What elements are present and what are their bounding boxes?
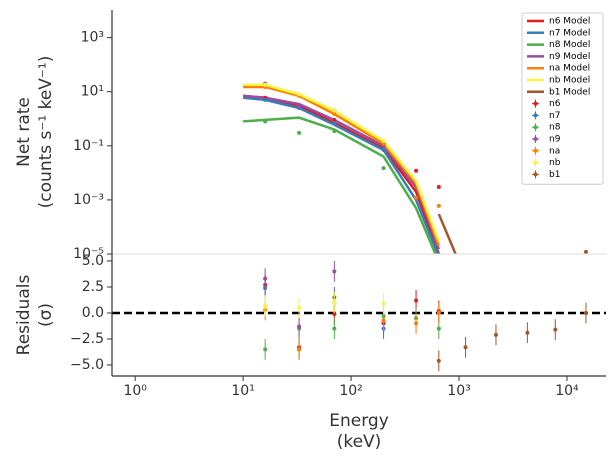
residual-y-label: (σ) — [36, 303, 56, 327]
data-point — [297, 130, 302, 135]
legend-box — [521, 12, 604, 185]
y-tick-label: 10⁻¹ — [73, 138, 104, 154]
x-tick-label: 10³ — [447, 383, 470, 399]
legend-label: n9 Model — [549, 52, 590, 62]
residual-point — [297, 305, 302, 310]
axes: 10³ 10¹ 10⁻¹ 10⁻³ 10⁻⁵5.0 2.5 0.0 −2.5 −5.0 10⁰ 10… — [70, 10, 606, 399]
residual-y-tick-label: −5.0 — [70, 357, 104, 373]
legend-label: nb Model — [549, 76, 590, 86]
y-tick-label: 10⁻⁵ — [73, 246, 104, 262]
residual-y-tick-label: 5.0 — [82, 253, 104, 269]
residual-point — [332, 269, 337, 274]
legend-label: b1 — [549, 170, 560, 180]
data-point — [414, 168, 419, 173]
model-line — [243, 116, 437, 254]
data-point — [297, 92, 302, 97]
legend-label: b1 Model — [549, 87, 590, 97]
x-label: (keV) — [337, 432, 382, 452]
x-tick-label: 10¹ — [231, 383, 254, 399]
data-point — [263, 82, 268, 87]
data-point — [263, 119, 268, 124]
legend-label: n8 — [549, 123, 561, 133]
residual-y-label: Residuals — [14, 275, 34, 356]
model-line — [437, 213, 457, 254]
residual-plot — [112, 260, 606, 372]
data-point — [436, 203, 441, 208]
residual-point — [263, 276, 268, 281]
residual-point — [263, 347, 268, 352]
residual-point — [263, 303, 268, 308]
legend-marker — [533, 113, 538, 118]
data-point — [297, 103, 302, 108]
residual-point — [436, 326, 441, 331]
legend-marker — [533, 160, 538, 165]
residual-point — [381, 301, 386, 306]
residual-point — [414, 321, 419, 326]
residual-point — [297, 324, 302, 329]
legend: n6 Model n6 n7 Model n7 n8 Model n8 n9 Model n9… — [521, 12, 604, 185]
residual-point — [463, 345, 468, 350]
residual-point — [436, 310, 441, 315]
residual-point — [583, 310, 588, 315]
residual-point — [525, 330, 530, 335]
legend-label: na Model — [549, 64, 590, 74]
legend-label: nb — [549, 158, 561, 168]
residual-point — [381, 318, 386, 323]
residual-point — [332, 326, 337, 331]
residual-point — [493, 332, 498, 337]
y-label: (counts s⁻¹ keV⁻¹) — [36, 56, 56, 209]
data-point — [332, 129, 337, 134]
x-tick-label: 10⁴ — [555, 383, 579, 399]
data-point — [381, 147, 386, 152]
data-point — [263, 97, 268, 102]
legend-marker — [533, 125, 538, 130]
x-tick-label: 10² — [339, 383, 362, 399]
legend-label: n6 Model — [549, 17, 590, 27]
residual-point — [553, 327, 558, 332]
legend-marker — [533, 137, 538, 141]
legend-label: na — [549, 146, 560, 156]
data-point — [583, 249, 588, 254]
x-label: Energy — [329, 411, 389, 431]
data-point — [332, 118, 337, 123]
data-point — [436, 185, 441, 190]
residual-point — [436, 358, 441, 363]
residual-y-tick-label: −2.5 — [70, 331, 104, 347]
y-label: Net rate — [14, 97, 34, 167]
spectrum-plot — [242, 81, 588, 254]
residual-point — [414, 298, 419, 303]
data-point — [414, 195, 419, 200]
y-tick-label: 10³ — [81, 30, 104, 46]
data-point — [332, 120, 337, 125]
y-tick-label: 10⁻³ — [73, 192, 104, 208]
legend-marker — [533, 101, 538, 106]
legend-label: n9 — [549, 135, 561, 145]
legend-marker — [533, 172, 538, 177]
data-point — [381, 139, 386, 144]
residual-y-tick-label: 0.0 — [82, 305, 104, 321]
legend-label: n8 Model — [549, 40, 590, 50]
legend-marker — [533, 148, 538, 153]
residual-y-tick-label: 2.5 — [82, 279, 104, 295]
data-point — [332, 108, 337, 113]
x-tick-label: 10⁰ — [123, 383, 147, 399]
legend-label: n6 — [549, 99, 561, 109]
residual-point — [297, 347, 302, 352]
residual-point — [332, 300, 337, 305]
data-point — [332, 112, 337, 117]
residual-point — [332, 312, 337, 317]
data-point — [381, 166, 386, 171]
legend-label: n7 — [549, 111, 560, 121]
legend-label: n7 Model — [549, 28, 590, 38]
y-tick-label: 10¹ — [81, 84, 104, 100]
